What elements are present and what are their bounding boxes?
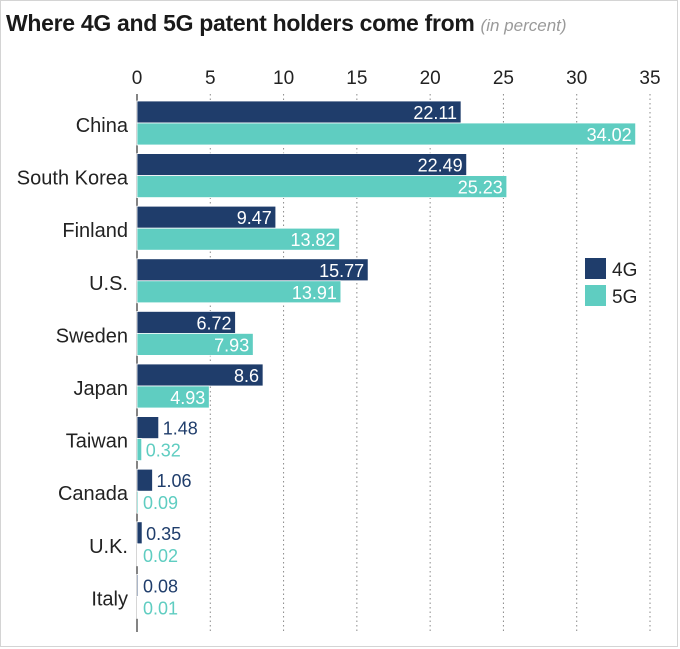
bar-5g [136,596,139,619]
x-tick-label: 5 [205,68,216,89]
bar-4g [136,574,139,597]
bar-5g [136,227,340,251]
x-tick-label: 35 [639,68,660,89]
data-label-5g: 4.93 [170,388,205,408]
chart-title: Where 4G and 5G patent holders come from [6,10,475,36]
category-label: South Korea [17,168,129,190]
data-label-4g: 8.6 [234,366,259,386]
data-label-4g: 0.08 [143,576,178,596]
data-label-4g: 15.77 [319,261,364,281]
data-label-4g: 1.48 [163,419,198,439]
bar-5g [136,332,254,356]
x-tick-label: 20 [420,68,441,89]
bar-5g [136,438,143,462]
data-label-5g: 13.82 [291,230,336,250]
bar-4g [136,468,153,492]
category-label: Italy [91,588,128,610]
data-label-4g: 1.06 [157,471,192,491]
data-label-4g: 22.11 [413,103,457,123]
category-label: Finland [62,220,128,242]
data-label-5g: 0.32 [146,441,181,461]
chart-subtitle: (in percent) [480,16,567,35]
data-label-4g: 6.72 [196,313,231,333]
bar-4g [136,521,143,545]
category-label: U.K. [89,536,128,558]
title-row: Where 4G and 5G patent holders come from… [6,10,567,37]
data-label-4g: 0.35 [146,524,181,544]
x-tick-label: 25 [493,68,514,89]
bar-5g [136,122,637,146]
bar-5g [136,543,139,567]
category-label: Japan [74,378,129,400]
bar-5g [136,490,139,514]
data-label-5g: 0.01 [143,598,178,618]
bar-5g [136,385,210,409]
category-label: Canada [58,483,129,505]
bar-5g [136,175,508,199]
category-label: Sweden [56,325,128,347]
data-label-4g: 9.47 [237,208,272,228]
bar-4g [136,416,160,440]
x-tick-label: 30 [566,68,587,89]
data-label-4g: 22.49 [418,156,463,176]
category-label: China [76,115,129,137]
data-label-5g: 0.09 [143,493,178,513]
bar-5g [136,280,342,304]
category-label: U.S. [89,273,128,295]
x-tick-label: 15 [346,68,367,89]
legend-swatch-5g [585,285,606,306]
x-tick-label: 0 [132,68,143,89]
legend-swatch-4g [585,258,606,279]
x-tick-label: 10 [273,68,294,89]
legend-label-4g: 4G [612,260,637,281]
data-label-5g: 0.02 [143,546,178,566]
category-label: Taiwan [66,431,128,453]
data-label-5g: 34.02 [587,125,632,145]
legend-label-5g: 5G [612,287,637,308]
data-label-5g: 25.23 [458,178,503,198]
data-label-5g: 13.91 [292,283,337,303]
data-label-5g: 7.93 [214,335,249,355]
